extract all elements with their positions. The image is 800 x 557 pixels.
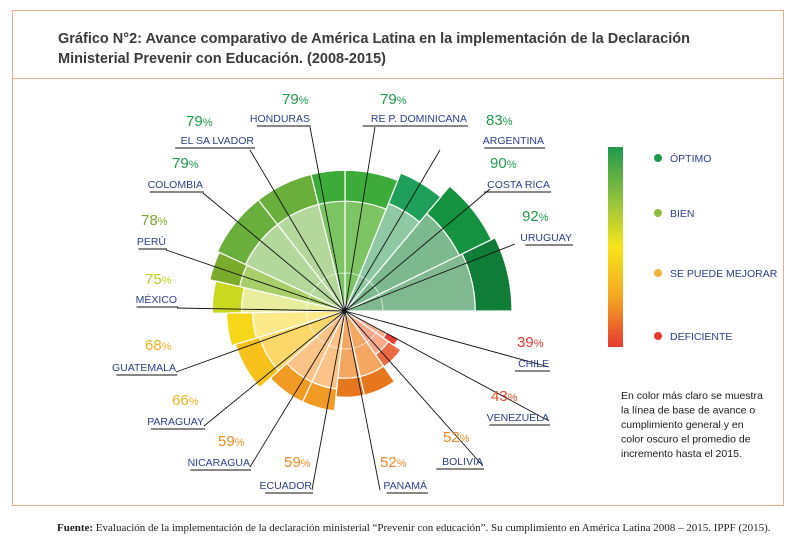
legend-label-2: SE PUEDE MEJORAR bbox=[670, 268, 778, 280]
leader-line-6 bbox=[202, 192, 346, 312]
category-label-12: ECUADOR bbox=[259, 480, 312, 492]
value-label-13: 52% bbox=[380, 454, 407, 471]
value-label-7: 78% bbox=[141, 212, 168, 229]
category-label-15: VENEZUELA bbox=[487, 412, 549, 424]
leader-line-5 bbox=[249, 149, 346, 312]
legend-dot-3 bbox=[654, 332, 662, 340]
inner-ring bbox=[306, 272, 384, 350]
value-label-4: 79% bbox=[282, 91, 309, 108]
category-label-7: PERÚ bbox=[137, 235, 166, 248]
value-label-8: 75% bbox=[145, 271, 172, 288]
leader-line-7 bbox=[165, 249, 346, 312]
leader-line-4 bbox=[309, 126, 346, 312]
leader-line-8 bbox=[176, 307, 346, 312]
category-label-2: ARGENTINA bbox=[483, 135, 544, 147]
category-label-11: NICARAGUA bbox=[188, 457, 250, 469]
leader-line-12 bbox=[311, 310, 346, 491]
category-label-0: URUGUAY bbox=[520, 232, 572, 244]
category-label-13: PANAMÁ bbox=[383, 479, 427, 492]
note-line-3: color oscuro el promedio de bbox=[621, 434, 751, 446]
note-line-1: la línea de base de avance o bbox=[621, 405, 755, 417]
wedge-increment-14 bbox=[359, 365, 396, 396]
value-label-14: 52% bbox=[443, 429, 470, 446]
value-label-10: 66% bbox=[172, 392, 199, 409]
note: En color más claro se muestra la línea de… bbox=[621, 390, 763, 460]
note-line-2: cumplimiento general y en bbox=[621, 419, 744, 431]
legend-dot-1 bbox=[654, 209, 662, 217]
value-label-16: 39% bbox=[517, 334, 544, 351]
category-label-16: CHILE bbox=[518, 358, 549, 370]
value-label-3: 79% bbox=[380, 91, 407, 108]
category-label-6: COLOMBIA bbox=[148, 179, 203, 191]
wedge-increment-16 bbox=[382, 331, 400, 347]
legend-dot-0 bbox=[654, 154, 662, 162]
leader-line-2 bbox=[344, 149, 441, 312]
category-label-4: HONDURAS bbox=[250, 113, 310, 125]
value-label-12: 59% bbox=[284, 454, 311, 471]
category-label-5: EL SA LVADOR bbox=[181, 135, 255, 147]
source-label: Fuente: bbox=[57, 522, 94, 534]
chart-frame: Gráfico N°2: Avance comparativo de Améri… bbox=[12, 10, 784, 506]
legend-dot-2 bbox=[654, 269, 662, 277]
chart-title: Gráfico N°2: Avance comparativo de Améri… bbox=[58, 31, 690, 67]
value-label-2: 83% bbox=[486, 112, 513, 129]
source-footer: Fuente: Evaluación de la implementación … bbox=[57, 522, 777, 535]
note-line-4: incremento hasta el 2015. bbox=[621, 448, 742, 460]
leader-line-9 bbox=[175, 310, 346, 373]
leader-line-14 bbox=[344, 310, 484, 467]
leader-line-15 bbox=[344, 310, 550, 422]
value-label-11: 59% bbox=[218, 433, 245, 450]
value-label-1: 90% bbox=[490, 155, 517, 172]
wedge-increment-10 bbox=[234, 336, 280, 389]
value-label-9: 68% bbox=[145, 337, 172, 354]
source-text: Evaluación de la implementación de la de… bbox=[95, 522, 771, 534]
value-label-0: 92% bbox=[522, 208, 549, 225]
leader-line-1 bbox=[344, 188, 491, 312]
title-box: Gráfico N°2: Avance comparativo de Améri… bbox=[13, 11, 783, 79]
legend-label-3: DEFICIENTE bbox=[670, 331, 732, 343]
category-label-3: RE P. DOMINICANA bbox=[371, 113, 467, 125]
leader-line-0 bbox=[344, 243, 516, 312]
legend-label-1: BIEN bbox=[670, 208, 695, 220]
wedges bbox=[209, 169, 513, 412]
labels: 92% URUGUAY 90% COSTA RICA 83% ARGENTINA 79% RE… bbox=[112, 91, 573, 494]
category-label-8: MÉXICO bbox=[136, 293, 177, 306]
value-label-15: 43% bbox=[491, 388, 518, 405]
leader-line-16 bbox=[344, 310, 550, 368]
category-label-1: COSTA RICA bbox=[487, 179, 550, 191]
leader-line-11 bbox=[249, 310, 346, 468]
legend: ÓPTIMO BIEN SE PUEDE MEJORAR DEFICIENTE bbox=[608, 147, 778, 347]
category-label-10: PARAGUAY bbox=[147, 416, 204, 428]
leader-line-10 bbox=[203, 310, 346, 427]
category-label-14: BOLIVIA bbox=[442, 456, 483, 468]
category-label-9: GUATEMALA bbox=[112, 362, 176, 374]
legend-gradient-bar bbox=[608, 147, 623, 347]
leader-line-13 bbox=[344, 310, 381, 491]
leader-line-3 bbox=[344, 126, 376, 312]
note-line-0: En color más claro se muestra bbox=[621, 390, 763, 402]
value-label-6: 79% bbox=[172, 155, 199, 172]
legend-label-0: ÓPTIMO bbox=[670, 152, 711, 165]
value-label-5: 79% bbox=[186, 113, 213, 130]
